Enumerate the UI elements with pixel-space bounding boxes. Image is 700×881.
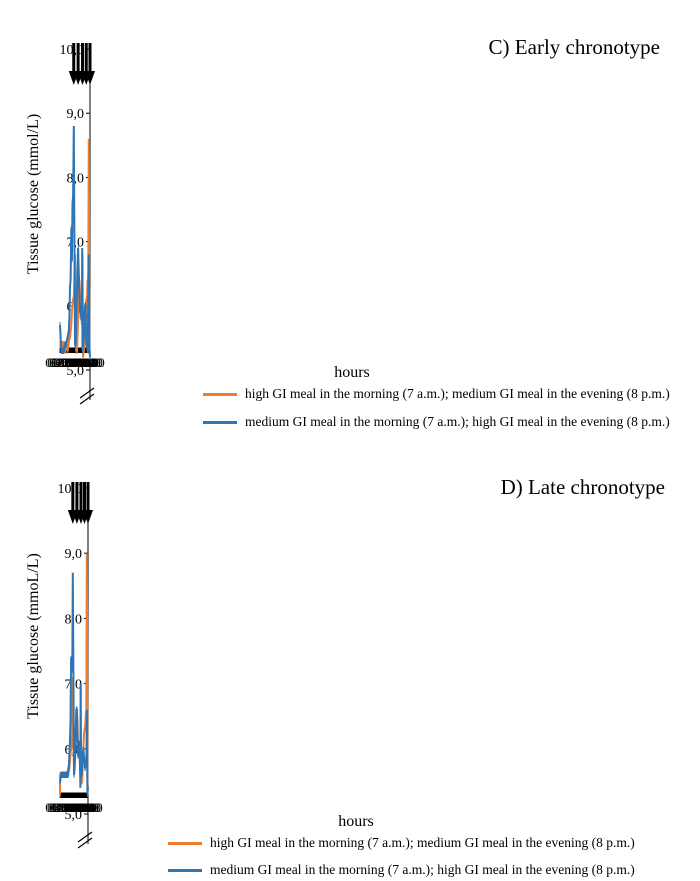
x-tick-label: 11:30 bbox=[70, 355, 99, 370]
x-tick-label: 10:00 bbox=[70, 800, 100, 815]
chart-svg-early: C) Early chronotype Tissue glucose (mmol… bbox=[25, 35, 660, 405]
legend-swatch-blue bbox=[203, 420, 237, 424]
x-tick-label: 14:30 bbox=[64, 800, 94, 815]
x-tick-label: 04:00 bbox=[49, 355, 79, 370]
x-tick-label: 19:00 bbox=[59, 800, 89, 815]
legend-swatch-blue bbox=[168, 868, 202, 872]
x-tick-label: 17:30 bbox=[62, 355, 92, 370]
y-axis-label: Tissue glucose (mmoL/L) bbox=[25, 553, 42, 719]
x-tick-label: 22:00 bbox=[56, 800, 86, 815]
x-tick-label: 01:00 bbox=[53, 355, 83, 370]
meal-arrow-head bbox=[67, 510, 78, 524]
x-tick-label: 07:00 bbox=[45, 800, 75, 815]
chart-svg-late: D) Late chronotype Tissue glucose (mmoL/… bbox=[25, 475, 665, 849]
legend-swatch-orange bbox=[168, 841, 202, 845]
legend-label-orange: high GI meal in the morning (7 a.m.); me… bbox=[245, 386, 670, 401]
legend-item-blue: medium GI meal in the morning (7 a.m.); … bbox=[168, 862, 635, 878]
legend-swatch-orange bbox=[203, 392, 237, 396]
x-tick-label: 16:00 bbox=[64, 355, 94, 370]
chart-panel-early-chronotype: C) Early chronotype Tissue glucose (mmol… bbox=[0, 0, 700, 440]
x-tick-label: 23:30 bbox=[55, 355, 85, 370]
axis-break-mark bbox=[79, 387, 95, 399]
x-tick-label: 22:00 bbox=[56, 355, 86, 370]
series-markers-blue bbox=[59, 577, 89, 798]
meal-arrow-head bbox=[68, 71, 79, 85]
y-tick-label: 5,0 bbox=[65, 808, 83, 823]
x-tick-label: 14:30 bbox=[66, 355, 96, 370]
x-tick-label: 17:30 bbox=[61, 800, 91, 815]
series-markers-blue bbox=[59, 131, 91, 361]
legend-item-blue: medium GI meal in the morning (7 a.m.); … bbox=[203, 414, 670, 430]
chart-panel-late-chronotype: D) Late chronotype Tissue glucose (mmoL/… bbox=[0, 440, 700, 880]
x-tick-label: 20:30 bbox=[57, 800, 87, 815]
x-tick-label: 08:30 bbox=[73, 355, 103, 370]
legend-item-orange: high GI meal in the morning (7 a.m.); me… bbox=[168, 835, 635, 851]
x-tick-label: 19:00 bbox=[60, 355, 90, 370]
axis-break-mark bbox=[79, 393, 95, 405]
legend-item-orange: high GI meal in the morning (7 a.m.); me… bbox=[203, 386, 670, 402]
y-tick-label: 10,0 bbox=[60, 43, 85, 58]
x-tick-label: 04:00 bbox=[49, 800, 79, 815]
legend-label-blue: medium GI meal in the morning (7 a.m.); … bbox=[245, 414, 670, 429]
x-tick-label: 05:30 bbox=[47, 355, 77, 370]
y-tick-label: 9,0 bbox=[65, 547, 83, 562]
x-tick-label: 05:30 bbox=[47, 800, 77, 815]
chart-title: C) Early chronotype bbox=[489, 35, 660, 59]
y-tick-label: 8,0 bbox=[67, 171, 85, 186]
x-tick-label: 11:30 bbox=[68, 800, 97, 815]
x-tick-label: 10:00 bbox=[71, 355, 101, 370]
x-tick-label: 07:00 bbox=[73, 800, 103, 815]
legend-label-blue: medium GI meal in the morning (7 a.m.); … bbox=[210, 862, 635, 877]
axis-break-mark bbox=[77, 831, 93, 843]
x-tick-label: 13:00 bbox=[66, 800, 96, 815]
x-tick-label: 07:00 bbox=[75, 355, 105, 370]
x-tick-label: 20:30 bbox=[58, 355, 88, 370]
x-axis-label: hours bbox=[338, 813, 374, 830]
y-axis-label: Tissue glucose (mmol/L) bbox=[25, 114, 42, 274]
x-tick-label: 08:30 bbox=[71, 800, 101, 815]
series-line-blue bbox=[59, 125, 91, 358]
x-axis-label: hours bbox=[334, 364, 370, 381]
y-tick-label: 9,0 bbox=[67, 107, 85, 122]
x-tick-label: 16:00 bbox=[63, 800, 93, 815]
x-tick-label: 02:30 bbox=[51, 355, 81, 370]
x-tick-label: 07:00 bbox=[45, 355, 75, 370]
legend-label-orange: high GI meal in the morning (7 a.m.); me… bbox=[210, 835, 635, 850]
chart-title: D) Late chronotype bbox=[501, 475, 665, 499]
axis-break-mark bbox=[77, 837, 93, 849]
x-tick-label: 02:30 bbox=[50, 800, 80, 815]
y-tick-label: 5,0 bbox=[67, 364, 85, 379]
x-tick-label: 23:30 bbox=[54, 800, 84, 815]
x-tick-label: 01:00 bbox=[52, 800, 82, 815]
